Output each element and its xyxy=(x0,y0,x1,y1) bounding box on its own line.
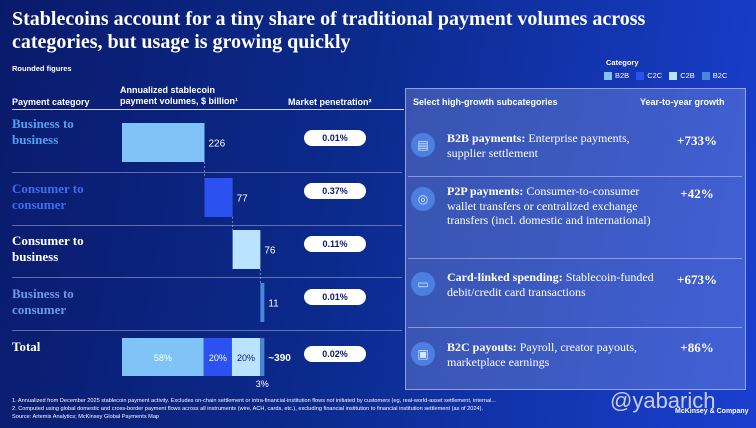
category-label-c2c: Consumer to consumer xyxy=(12,181,84,212)
growth-card: +673% xyxy=(677,272,717,287)
column-header-penetration: Market penetration² xyxy=(288,97,372,107)
category-label-b2c: Business to consumer xyxy=(12,286,74,317)
subcategory-b2b-title: B2B payments: xyxy=(447,131,526,145)
legend-label-b2b: B2B xyxy=(615,71,630,80)
penetration-pill-total: 0.02% xyxy=(304,346,366,362)
total-segment-c2c xyxy=(203,338,232,376)
row-divider xyxy=(12,172,402,173)
penetration-pill-b2b: 0.01% xyxy=(304,130,366,146)
subcategory-b2b-text: Enterprise payments, supplier settlement xyxy=(447,131,630,160)
total-share-label-b2c: 3% xyxy=(256,379,269,389)
total-segment-c2b xyxy=(231,338,261,376)
legend-swatch-b2b xyxy=(604,71,612,80)
column-header-category: Payment category xyxy=(12,97,90,107)
rounded-note: Rounded figures xyxy=(12,64,72,73)
row-divider xyxy=(12,277,402,278)
subcategory-p2p-title: P2P payments: xyxy=(447,184,524,198)
subcategory-p2p: P2P payments: Consumer-to-consumer walle… xyxy=(447,184,657,228)
subcategory-card: Card-linked spending: Stablecoin-funded … xyxy=(447,270,657,299)
subcategory-card-text: Stablecoin-funded debit/credit card tran… xyxy=(447,270,654,299)
legend-item-b2b: B2B xyxy=(604,71,629,80)
total-share-label-c2c: 20% xyxy=(209,353,227,363)
bar-value-c2c: 77 xyxy=(237,194,249,205)
total-share-label-b2b: 58% xyxy=(154,353,172,363)
card-icon: ▭ xyxy=(411,272,435,296)
footnote-2: 2. Computed using global domestic and cr… xyxy=(12,406,484,412)
chart-title: Stablecoins account for a tiny share of … xyxy=(12,8,646,53)
category-label-b2b: Business to business xyxy=(12,116,74,147)
legend-label-c2b: C2B xyxy=(680,71,695,80)
document-icon: ▤ xyxy=(411,133,435,157)
subcategory-card-title: Card-linked spending: xyxy=(447,270,563,284)
source-note: Source: Artemis Analytics; McKinsey Glob… xyxy=(12,414,160,420)
legend-label-c2c: C2C xyxy=(647,71,663,80)
subcategory-b2c-text: Payroll, creator payouts, marketplace ea… xyxy=(447,340,637,369)
subcategory-divider xyxy=(408,258,742,259)
bar-c2b xyxy=(232,230,261,269)
column-header-growth: Year-to-year growth xyxy=(640,97,725,107)
globe-icon: ◎ xyxy=(411,187,435,211)
bar-b2b xyxy=(122,123,205,162)
legend-label-b2c: B2C xyxy=(712,71,728,80)
column-header-subcategories: Select high-growth subcategories xyxy=(413,97,558,107)
column-header-volume-line1: Annualized stablecoin xyxy=(120,85,216,95)
id-card-icon: ▣ xyxy=(411,342,435,366)
subcategory-panel xyxy=(405,88,746,390)
legend-item-c2c: C2C xyxy=(636,71,662,80)
bar-value-c2b: 76 xyxy=(264,246,276,257)
total-segment-b2b xyxy=(122,338,204,376)
subcategory-b2b: B2B payments: Enterprise payments, suppl… xyxy=(447,131,657,160)
subcategory-b2c: B2C payouts: Payroll, creator payouts, m… xyxy=(447,340,657,369)
column-header-volume-line2: payment volumes, $ billion¹ xyxy=(120,96,239,106)
legend-swatch-c2b xyxy=(669,71,678,80)
footnote-1: 1. Annualized from December 2025 stablec… xyxy=(12,398,496,404)
total-segment-b2c xyxy=(260,338,265,376)
subcategory-divider xyxy=(408,176,742,177)
growth-b2c: +86% xyxy=(680,340,714,355)
subcategory-b2c-title: B2C payouts: xyxy=(447,340,517,354)
penetration-pill-c2c: 0.37% xyxy=(304,183,366,199)
footnotes: 1. Annualized from December 2025 stablec… xyxy=(12,397,732,421)
growth-p2p: +42% xyxy=(680,186,714,201)
category-label-c2b: Consumer to business xyxy=(12,233,84,264)
penetration-pill-b2c: 0.01% xyxy=(304,289,366,305)
total-value-label: ~390 xyxy=(268,353,291,364)
legend: B2B C2C C2B B2C xyxy=(604,71,727,80)
bar-value-b2b: 226 xyxy=(208,139,225,150)
watermark: @yabarich xyxy=(610,388,716,413)
category-label-total: Total xyxy=(12,339,41,354)
subcategory-divider xyxy=(408,327,742,328)
bar-b2c xyxy=(260,283,265,322)
legend-item-b2c: B2C xyxy=(701,71,728,80)
row-divider xyxy=(12,330,402,331)
bar-c2c xyxy=(204,178,233,217)
brand-logo: McKinsey & Company xyxy=(675,408,749,415)
row-divider xyxy=(12,225,402,226)
legend-item-c2b: C2B xyxy=(669,71,695,80)
total-share-label-c2b: 20% xyxy=(237,353,255,363)
legend-title: Category xyxy=(606,58,639,67)
legend-swatch-c2c xyxy=(636,71,645,80)
subcategory-p2p-text: Consumer-to-consumer wallet transfers or… xyxy=(447,184,651,227)
growth-b2b: +733% xyxy=(677,133,717,148)
bar-value-b2c: 11 xyxy=(268,299,279,310)
penetration-pill-c2b: 0.11% xyxy=(304,236,366,252)
header-rule xyxy=(12,109,404,110)
legend-swatch-b2c xyxy=(701,71,710,80)
